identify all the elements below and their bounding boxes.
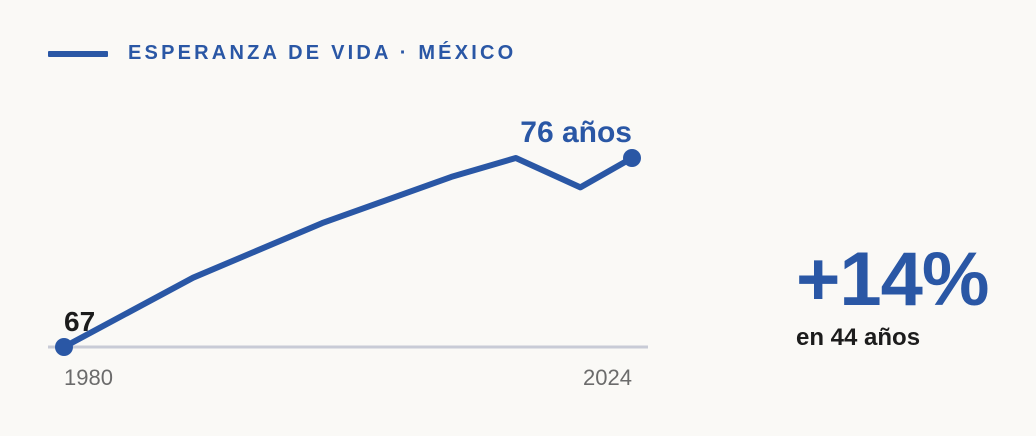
end-point <box>623 149 641 167</box>
series-line <box>61 155 635 350</box>
kpi-caption: en 44 años <box>796 324 921 351</box>
line-chart: 67 76 años 1980 2024 <box>48 116 648 390</box>
kpi: +14% en 44 años <box>796 240 989 352</box>
start-point <box>55 338 73 356</box>
legend-swatch <box>48 50 108 57</box>
x-tick-label: 2024 <box>583 365 632 390</box>
legend: ESPERANZA DE VIDA · MÉXICO <box>48 42 516 65</box>
kpi-value: +14% <box>796 237 989 322</box>
x-tick-label: 1980 <box>64 365 113 390</box>
legend-label: ESPERANZA DE VIDA · MÉXICO <box>128 42 517 64</box>
start-value-label: 67 <box>64 306 95 337</box>
end-value-label: 76 años <box>520 116 632 149</box>
